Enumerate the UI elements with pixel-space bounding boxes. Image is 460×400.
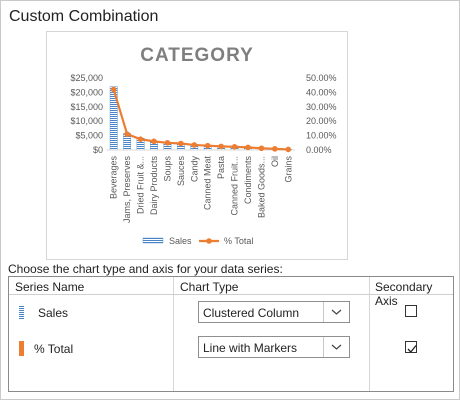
y-tick-label: $20,000	[70, 87, 103, 97]
line-marker	[204, 142, 211, 149]
secondary-axis-checkbox-sales[interactable]	[405, 305, 417, 317]
chart-type-value: Clustered Column	[203, 306, 300, 320]
header-secondary-axis: Secondary Axis	[375, 280, 433, 308]
line-marker	[110, 86, 117, 93]
line-marker	[218, 143, 224, 150]
series-table: Series Name Chart Type Secondary Axis Sa…	[8, 276, 454, 392]
category-label: Dairy Products	[149, 156, 159, 216]
category-label: Canned Fruit...	[230, 156, 240, 216]
legend-label-sales: Sales	[169, 236, 192, 246]
line-marker	[191, 142, 198, 148]
series-prompt: Choose the chart type and axis for your …	[8, 262, 283, 276]
chart-preview: CATEGORY $0 $5,000 $10,000 $15,000 $20,000 $25…	[46, 31, 348, 260]
category-label: Jams, Preserves	[122, 156, 132, 224]
y-tick-label: $0	[93, 145, 103, 155]
column-divider	[369, 277, 370, 391]
category-label: Canned Meat	[203, 156, 213, 211]
chart-type-value: Line with Markers	[203, 341, 298, 355]
y-tick-label: $5,000	[75, 131, 103, 141]
category-label: Beverages	[109, 156, 119, 200]
column-divider	[173, 277, 174, 391]
category-label: Condiments	[243, 156, 253, 205]
chevron-down-icon	[331, 344, 342, 350]
header-series-name: Series Name	[15, 280, 85, 294]
category-label: Candy	[189, 156, 199, 183]
line-marker	[285, 146, 292, 153]
column-series-icon	[19, 306, 24, 320]
header-chart-type: Chart Type	[180, 280, 239, 294]
line-marker	[124, 131, 130, 137]
chart-type-select-total[interactable]: Line with Markers	[198, 336, 350, 358]
y-tick-label: $25,000	[70, 73, 103, 83]
y2-tick-label: 30.00%	[306, 102, 337, 112]
category-label: Oil	[270, 156, 280, 167]
y-tick-label: $10,000	[70, 116, 103, 126]
line-marker	[164, 140, 171, 146]
legend-marker-total	[206, 238, 212, 244]
category-label: Sauces	[176, 156, 186, 187]
header-divider	[9, 294, 453, 295]
panel-title: Custom Combination	[9, 8, 159, 25]
y2-tick-label: 10.00%	[306, 131, 337, 141]
series-name-sales: Sales	[38, 306, 69, 320]
legend-label-total: % Total	[224, 236, 253, 246]
checkmark-icon	[407, 345, 417, 353]
category-label: Pasta	[216, 156, 226, 179]
y2-tick-label: 50.00%	[306, 73, 337, 83]
line-marker	[151, 138, 157, 145]
chevron-down-icon	[331, 309, 342, 315]
y-tick-label: $15,000	[70, 102, 103, 112]
y2-tick-label: 0.00%	[306, 145, 332, 155]
category-label: Grains	[283, 156, 293, 183]
series-name-total: % Total	[34, 342, 74, 356]
secondary-axis-checkbox-total[interactable]	[405, 341, 417, 353]
line-marker	[137, 136, 144, 142]
y2-tick-label: 40.00%	[306, 87, 337, 97]
category-label: Dried Fruit &...	[136, 156, 146, 214]
line-series-icon	[19, 341, 24, 356]
y2-tick-label: 20.00%	[306, 116, 337, 126]
line-marker	[272, 146, 278, 152]
legend-swatch-sales	[142, 237, 164, 244]
chart-title: CATEGORY	[140, 45, 254, 66]
line-marker	[178, 140, 184, 147]
dropdown-arrow[interactable]	[323, 302, 349, 322]
line-marker	[245, 144, 251, 151]
dropdown-arrow[interactable]	[323, 337, 349, 357]
chart-type-select-sales[interactable]: Clustered Column	[198, 301, 350, 323]
category-label: Soups	[162, 156, 172, 182]
line-marker	[231, 144, 238, 150]
combo-chart: CATEGORY $0 $5,000 $10,000 $15,000 $20,000 $25…	[70, 45, 337, 246]
category-label: Baked Goods...	[256, 156, 266, 218]
line-marker	[258, 145, 265, 152]
